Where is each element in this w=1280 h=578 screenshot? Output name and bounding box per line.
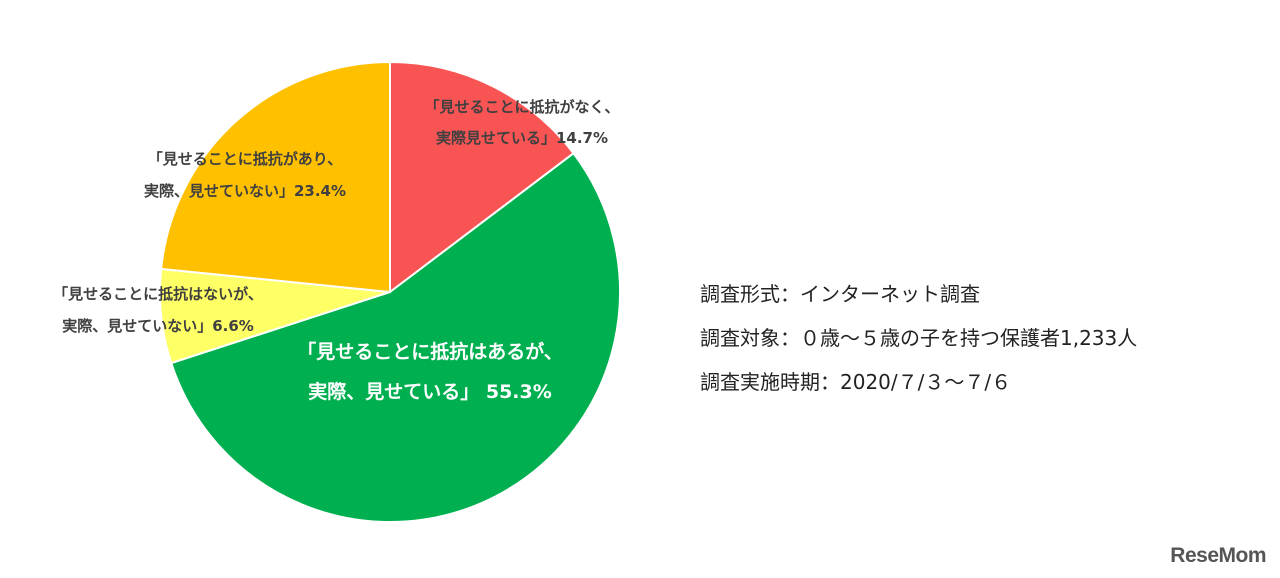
slice-label-line: 「見せることに抵抗がなく、 bbox=[424, 98, 619, 116]
slice-label-4: 「見せることに抵抗があり、実際、見せていない」23.4% bbox=[144, 150, 346, 200]
survey-target: 調査対象：０歳～５歳の子を持つ保護者1,233人 bbox=[700, 326, 1138, 350]
pie-slice-4 bbox=[160, 60, 391, 294]
slice-label-line: 実際、見せていない」6.6% bbox=[62, 317, 254, 335]
slice-label-line: 実際、見せていない」23.4% bbox=[144, 182, 346, 200]
pie-labels: 「見せることに抵抗がなく、実際見せている」14.7% 「見せることに抵抗はあるが、… bbox=[53, 98, 619, 403]
survey-info: 調査形式：インターネット調査 調査対象：０歳～５歳の子を持つ保護者1,233人 … bbox=[700, 272, 1137, 404]
pie-slice-2 bbox=[169, 151, 622, 524]
slice-label-2: 「見せることに抵抗はあるが、実際、見せている」 55.3% bbox=[297, 340, 563, 403]
pie-chart: 「見せることに抵抗がなく、実際見せている」14.7% 「見せることに抵抗はあるが、… bbox=[53, 60, 622, 524]
pie-slice-1 bbox=[389, 60, 575, 295]
slice-label-3: 「見せることに抵抗はないが、実際、見せていない」6.6% bbox=[53, 285, 263, 335]
slice-label-line: 「見せることに抵抗はないが、 bbox=[53, 285, 263, 303]
slice-label-line: 実際、見せている」 55.3% bbox=[308, 380, 552, 403]
resemom-logo: ReseMom bbox=[1170, 544, 1266, 567]
slice-label-line: 「見せることに抵抗はあるが、 bbox=[297, 340, 563, 363]
slice-label-line: 実際見せている」14.7% bbox=[436, 129, 608, 147]
slice-label-line: 「見せることに抵抗があり、 bbox=[148, 150, 342, 168]
slice-label-1: 「見せることに抵抗がなく、実際見せている」14.7% bbox=[424, 98, 619, 147]
survey-format: 調査形式：インターネット調査 bbox=[700, 282, 980, 306]
survey-period: 調査実施時期：2020/７/３～７/６ bbox=[700, 370, 1012, 394]
pie-slices bbox=[159, 60, 622, 524]
